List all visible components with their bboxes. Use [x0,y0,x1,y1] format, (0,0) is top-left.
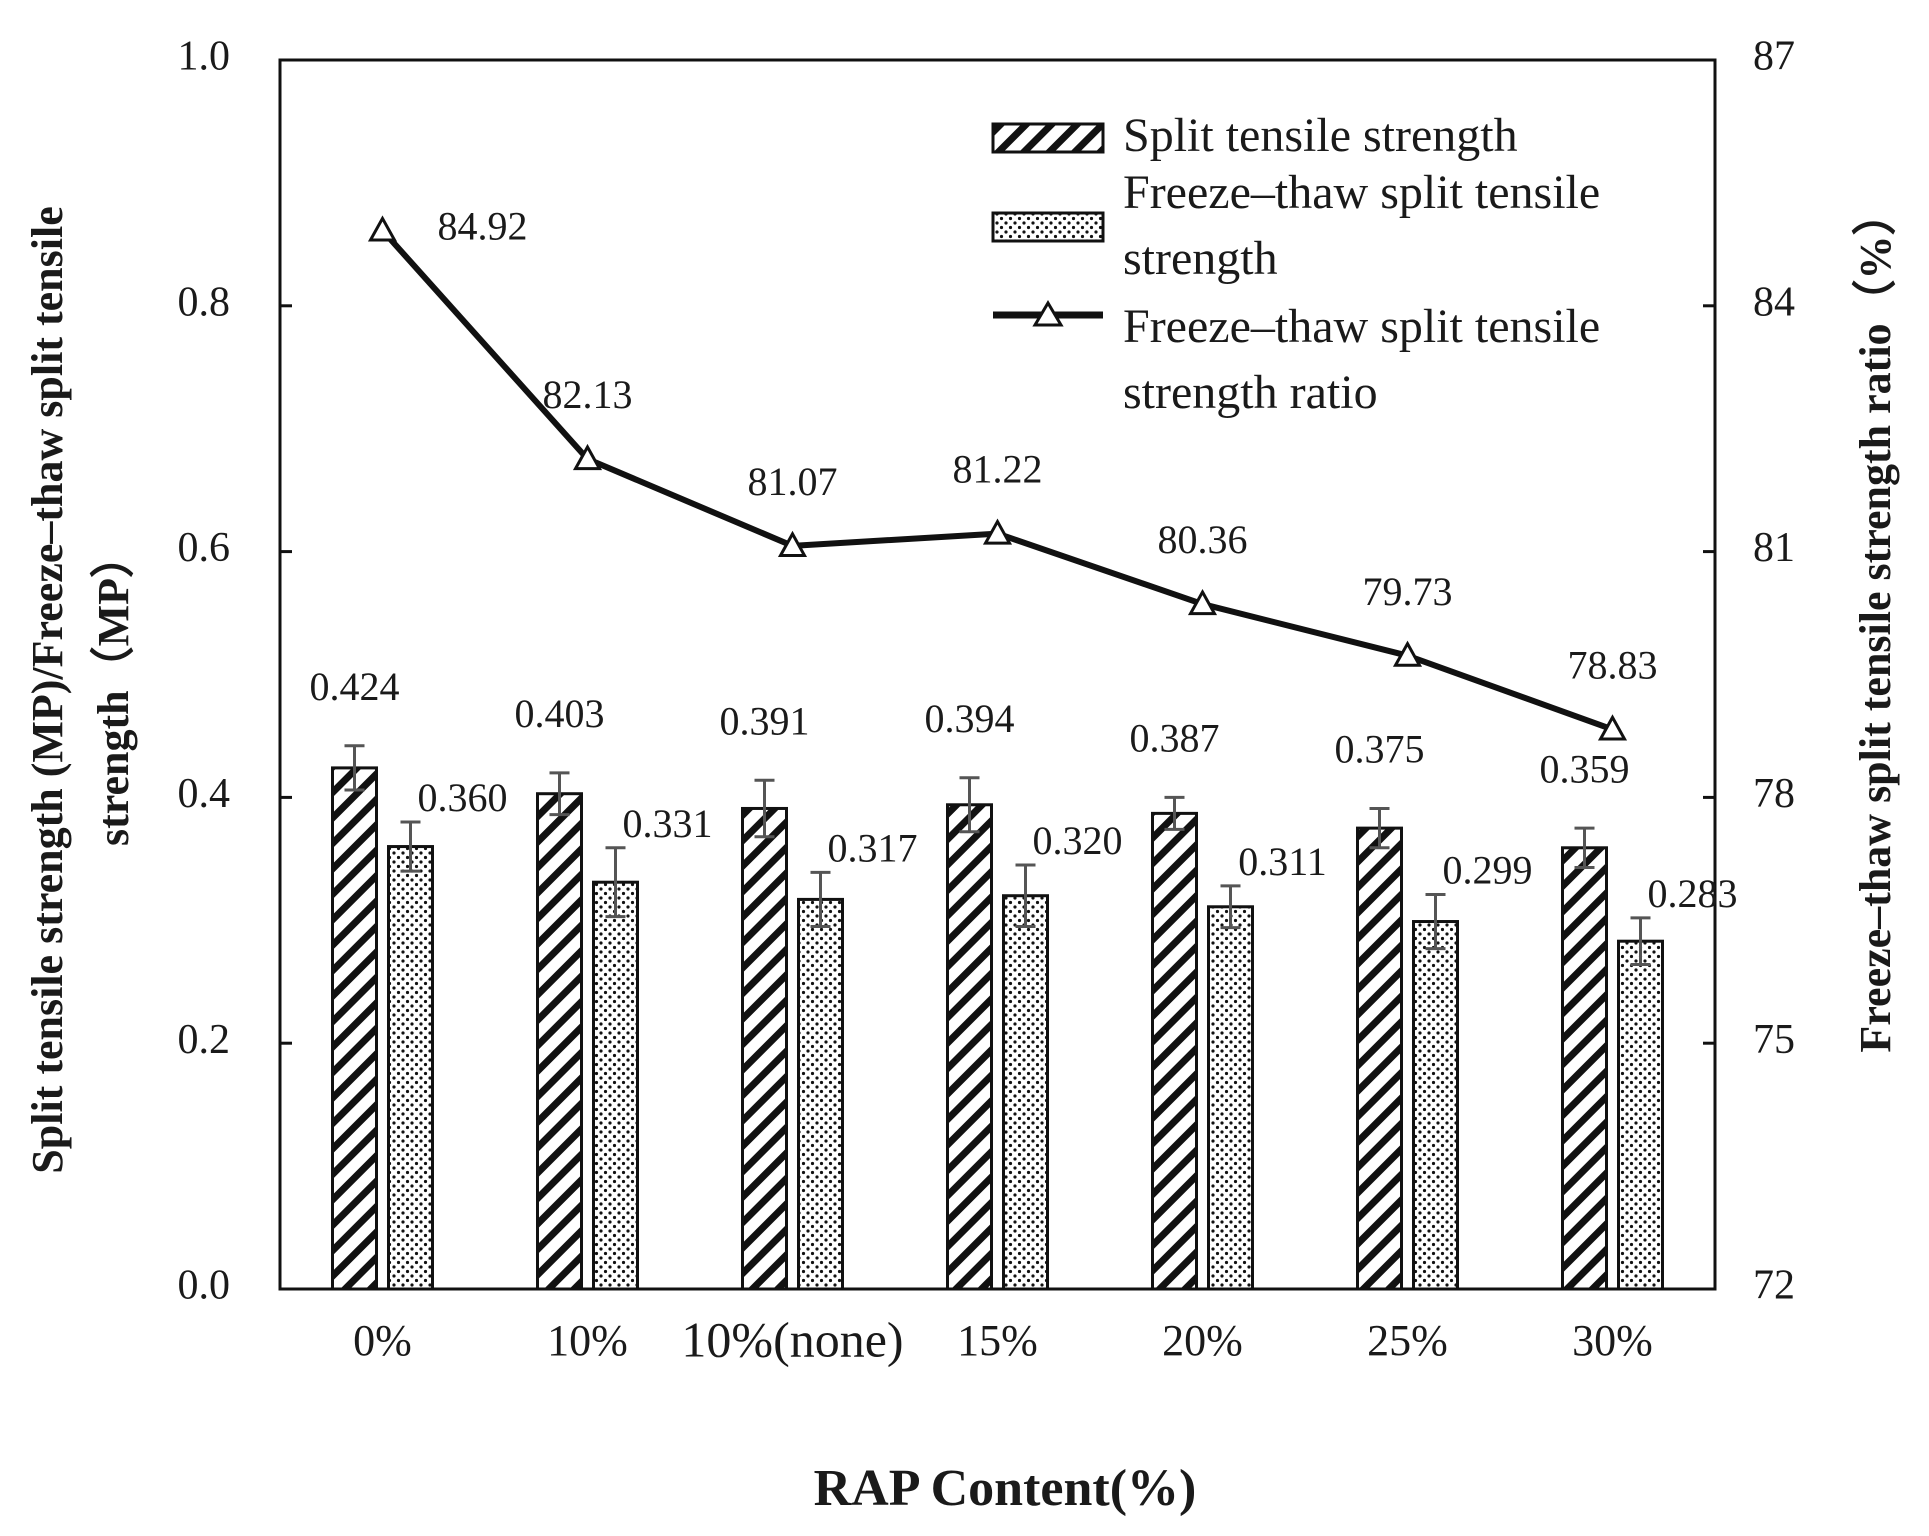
bar-label-freeze-thaw: 0.311 [1238,839,1327,884]
y-right-tick-label: 87 [1753,34,1795,80]
legend-label-ratio-line2: strength ratio [1123,366,1378,419]
bar-label-freeze-thaw: 0.331 [623,801,713,846]
x-tick-label: 25% [1367,1316,1448,1365]
bar-label-split-tensile: 0.403 [515,691,605,736]
bar-label-split-tensile: 0.387 [1130,716,1220,761]
y-left-tick-label: 0.8 [178,279,231,325]
y-axis-left-title-line1: Split tensile strength (MP)/Freeze–thaw … [23,206,72,1173]
x-tick-label: 20% [1162,1316,1243,1365]
y-left-tick-label: 0.0 [178,1263,231,1309]
y-left-tick-label: 0.4 [178,771,231,817]
bar-label-freeze-thaw: 0.299 [1443,848,1533,893]
legend-swatch-split-tensile [991,122,1105,154]
bar-label-freeze-thaw: 0.317 [828,826,918,871]
ratio-label: 78.83 [1568,643,1658,688]
bar-freeze-thaw [1207,905,1254,1291]
x-tick-label: 10%(none) [681,1311,903,1367]
ratio-marker [777,530,808,557]
bar-split-tensile [536,792,583,1291]
x-tick-label: 0% [353,1316,412,1365]
bar-label-freeze-thaw: 0.283 [1648,871,1738,916]
bar-freeze-thaw [1617,939,1664,1291]
x-axis-title: RAP Content(%) [814,1460,1197,1517]
bar-freeze-thaw [387,845,434,1291]
bar-label-split-tensile: 0.391 [720,698,810,743]
bar-label-split-tensile: 0.359 [1540,746,1630,791]
bar-split-tensile [331,766,378,1291]
y-right-tick-label: 72 [1753,1263,1795,1309]
ratio-marker [367,215,398,242]
ratio-label: 81.07 [748,459,838,504]
ratio-label: 84.92 [438,204,528,249]
y-left-tick-label: 0.6 [178,525,231,571]
x-tick-label: 10% [547,1316,628,1365]
ratio-label: 80.36 [1158,517,1248,562]
bar-split-tensile [1561,846,1608,1291]
ratio-marker [1187,588,1218,616]
ratio-label: 81.22 [953,447,1043,492]
bar-label-split-tensile: 0.424 [310,664,400,709]
legend-label-split-tensile: Split tensile strength [1123,109,1518,162]
ratio-label: 82.13 [543,372,633,417]
ratio-marker [982,518,1013,545]
y-left-tick-label: 1.0 [178,34,231,80]
bar-freeze-thaw [797,897,844,1291]
legend-swatch-ratio-marker [1032,300,1064,327]
y-right-tick-label: 75 [1753,1017,1795,1063]
plot-frame [278,58,1717,1291]
legend-label-ratio-line1: Freeze–thaw split tensile [1123,300,1600,353]
y-axis-left-title-line2: strength（MP） [89,534,138,846]
bar-label-freeze-thaw: 0.320 [1033,818,1123,863]
bar-label-split-tensile: 0.375 [1335,727,1425,772]
y-axis-right-title: Freeze–thaw split tensile strength ratio… [1851,191,1900,1052]
y-right-tick-label: 78 [1753,771,1795,817]
bar-split-tensile [1356,826,1403,1291]
bar-freeze-thaw [592,880,639,1291]
bar-label-split-tensile: 0.394 [925,696,1015,741]
legend-swatch-freeze-thaw [991,211,1105,243]
legend-label-freeze-thaw-line2: strength [1123,232,1278,285]
ratio-marker [1597,714,1628,741]
y-right-tick-label: 84 [1753,279,1795,325]
ratio-marker [1392,640,1423,667]
y-right-tick-label: 81 [1753,525,1795,571]
x-tick-label: 30% [1572,1316,1653,1365]
bar-split-tensile [741,806,788,1291]
bar-freeze-thaw [1412,920,1459,1291]
bar-label-freeze-thaw: 0.360 [418,775,508,820]
y-left-tick-label: 0.2 [178,1017,231,1063]
legend-label-freeze-thaw-line1: Freeze–thaw split tensile [1123,166,1600,219]
bar-freeze-thaw [1002,894,1049,1291]
x-tick-label: 15% [957,1316,1038,1365]
bar-split-tensile [1151,811,1198,1291]
legend: Split tensile strength Freeze–thaw split… [991,109,1600,419]
bar-split-tensile [946,803,993,1291]
ratio-label: 79.73 [1363,569,1453,614]
ratio-marker [572,443,603,471]
